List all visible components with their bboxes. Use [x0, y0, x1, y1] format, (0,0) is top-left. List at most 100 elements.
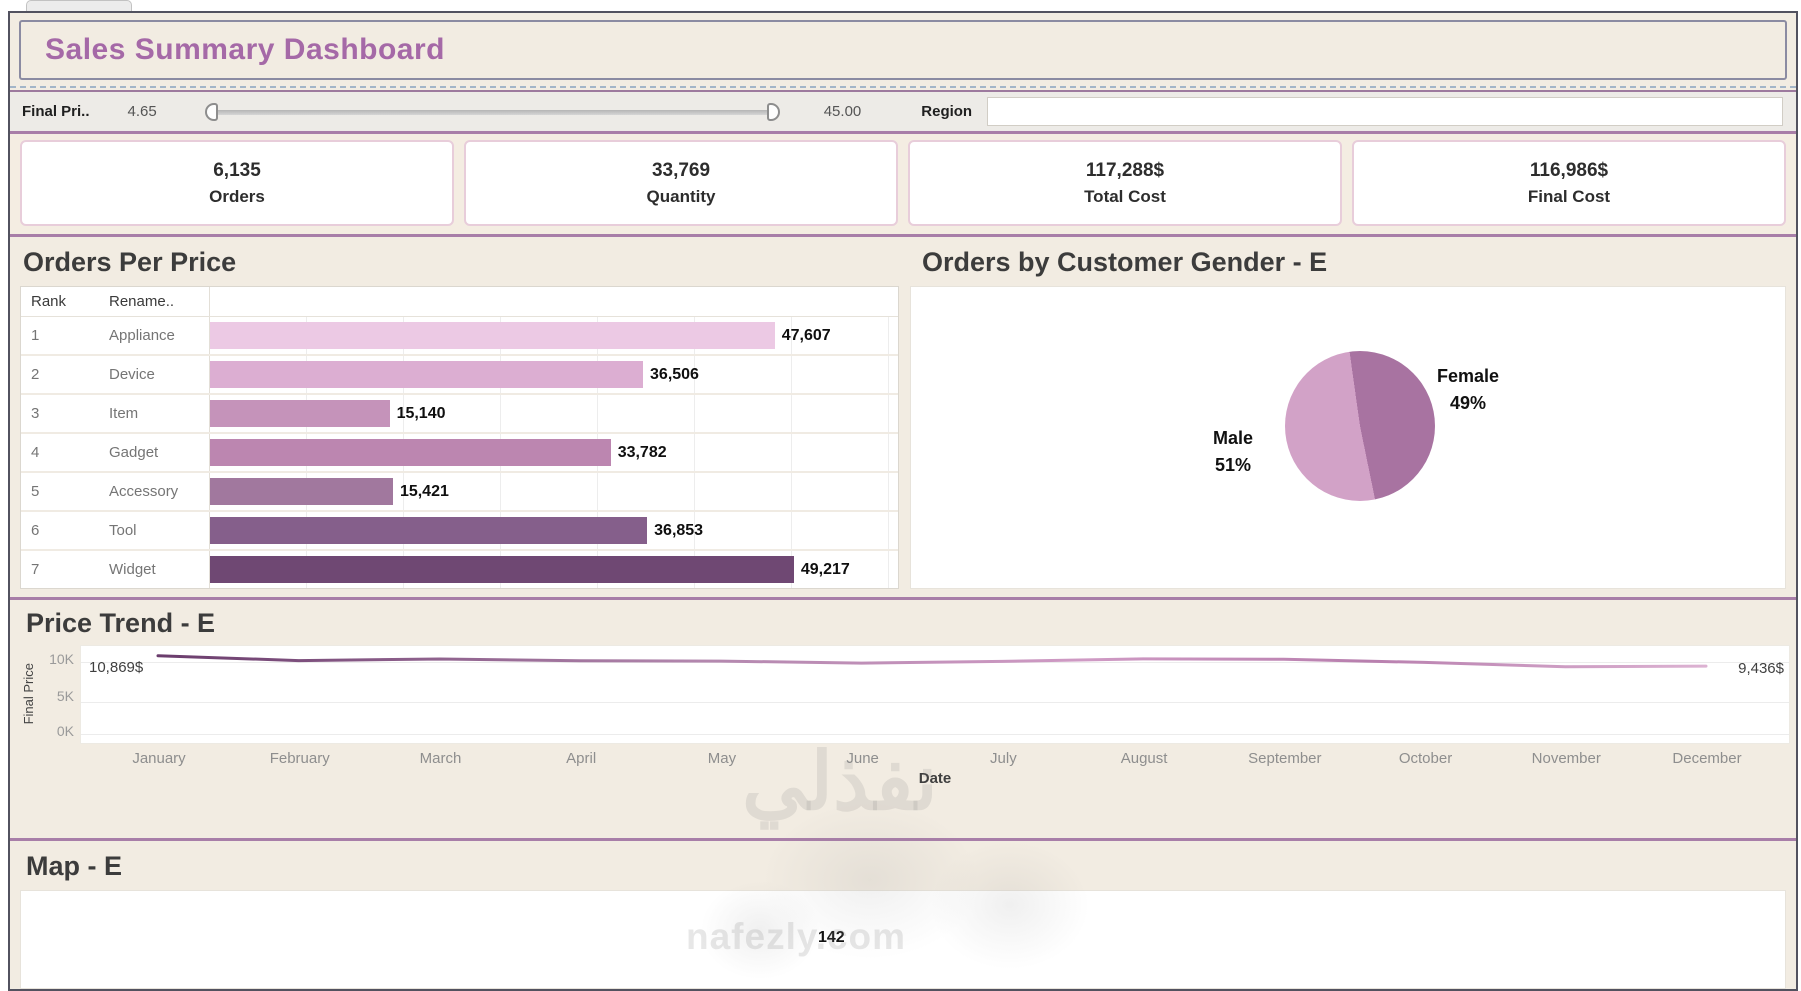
- bar-track: 15,140: [209, 395, 898, 432]
- category-cell: Gadget: [109, 444, 159, 461]
- month-tick-label: September: [1248, 750, 1322, 767]
- pie-label-text: Male: [1212, 428, 1254, 448]
- gender-panel: Orders by Customer Gender - E Female 49%…: [907, 237, 1796, 597]
- bar-item[interactable]: [210, 400, 390, 427]
- bar-track: 15,421: [209, 473, 898, 510]
- map-title: Map - E: [26, 851, 123, 881]
- table-row[interactable]: 2 Device 36,506: [21, 354, 898, 393]
- rank-cell: 6: [31, 522, 40, 539]
- column-header-rank: Rank: [31, 293, 67, 310]
- month-tick-label: July: [990, 750, 1017, 767]
- pie-label-text: Female: [1436, 366, 1500, 386]
- pie-label-male: Male 51%: [1193, 425, 1273, 479]
- main-row: Orders Per Price Rank Rename.. 1 Applianc…: [10, 237, 1796, 597]
- gridline: [81, 702, 1789, 703]
- divider-dashed: [10, 86, 1796, 88]
- browser-tab-fragment: [26, 0, 132, 12]
- month-tick-label: October: [1398, 750, 1453, 767]
- category-cell: Item: [109, 405, 139, 422]
- orders-table-rows: 1 Appliance 47,607 2 Device 36,506 3 Item 15,140…: [21, 316, 898, 588]
- kpi-row: 6,135 Orders 33,769 Quantity 117,288$ To…: [10, 134, 1796, 237]
- page-title: Sales Summary Dashboard: [45, 33, 445, 66]
- table-row[interactable]: 5 Accessory 15,421: [21, 471, 898, 510]
- kpi-card-quantity: 33,769 Quantity: [464, 140, 898, 226]
- trend-line: [156, 654, 1708, 669]
- price-trend-section: Price Trend - E Final Price 10K 5K 0K 10…: [10, 597, 1796, 838]
- price-trend-chart: Final Price 10K 5K 0K 10,869$ 9,436$: [18, 645, 1790, 744]
- kpi-label: Quantity: [646, 186, 716, 206]
- bar-track: 49,217: [209, 551, 898, 588]
- month-tick-label: August: [1120, 750, 1168, 767]
- map-area: 142: [20, 890, 1786, 989]
- y-tick: 0K: [56, 723, 74, 739]
- gender-chart-title: Orders by Customer Gender - E: [922, 247, 1328, 277]
- kpi-label: Final Cost: [1527, 186, 1611, 206]
- bar-gadget[interactable]: [210, 439, 611, 466]
- bar-tool[interactable]: [210, 517, 648, 544]
- rank-cell: 2: [31, 366, 40, 383]
- column-header-bars: [209, 287, 898, 316]
- month-tick-label: December: [1672, 750, 1742, 767]
- kpi-value: 33,769: [651, 159, 711, 181]
- rank-cell: 1: [31, 327, 40, 344]
- dashboard-window: Sales Summary Dashboard Final Pri.. 4.65…: [8, 11, 1798, 991]
- bar-value-label: 15,140: [396, 404, 446, 422]
- rank-cell: 4: [31, 444, 40, 461]
- kpi-value: 116,986$: [1529, 159, 1609, 181]
- category-cell: Appliance: [109, 327, 175, 344]
- bar-value-label: 15,421: [399, 482, 449, 500]
- gender-chart-area: Female 49% Male 51%: [910, 286, 1786, 589]
- table-row[interactable]: 4 Gadget 33,782: [21, 432, 898, 471]
- bar-appliance[interactable]: [210, 322, 775, 349]
- x-axis-months: January February March April May June July Augu…: [82, 744, 1788, 770]
- y-tick: 10K: [49, 651, 74, 667]
- price-slider-min-handle[interactable]: [204, 102, 218, 121]
- price-filter-min-value: 4.65: [127, 103, 157, 120]
- trend-plot-area: 10,869$ 9,436$: [80, 645, 1790, 744]
- kpi-value: 117,288$: [1085, 159, 1165, 181]
- month-tick-label: May: [707, 750, 737, 767]
- region-filter-input[interactable]: [987, 97, 1783, 126]
- orders-per-price-panel: Orders Per Price Rank Rename.. 1 Applianc…: [10, 237, 907, 597]
- category-cell: Tool: [109, 522, 137, 539]
- table-row[interactable]: 1 Appliance 47,607: [21, 316, 898, 354]
- table-row[interactable]: 7 Widget 49,217: [21, 549, 898, 588]
- bar-widget[interactable]: [210, 556, 794, 583]
- pie-label-pct: 51%: [1214, 455, 1252, 475]
- table-row[interactable]: 3 Item 15,140: [21, 393, 898, 432]
- map-section: Map - E 142: [10, 838, 1796, 989]
- table-row[interactable]: 6 Tool 36,853: [21, 510, 898, 549]
- map-data-label: 142: [818, 929, 845, 946]
- category-cell: Accessory: [109, 483, 179, 500]
- pie-label-pct: 49%: [1449, 393, 1487, 413]
- kpi-card-total-cost: 117,288$ Total Cost: [908, 140, 1342, 226]
- price-filter-label: Final Pri..: [22, 103, 90, 120]
- rank-cell: 7: [31, 561, 40, 578]
- price-slider-max-handle[interactable]: [766, 102, 780, 121]
- month-tick-label: March: [419, 750, 462, 767]
- y-axis-label: Final Price: [18, 645, 38, 742]
- price-range-slider[interactable]: [204, 102, 780, 122]
- month-tick-label: November: [1531, 750, 1601, 767]
- kpi-label: Orders: [209, 186, 265, 206]
- slider-track[interactable]: [210, 109, 774, 115]
- divider-purple: [10, 90, 1796, 92]
- bar-track: 36,853: [209, 512, 898, 549]
- bar-accessory[interactable]: [210, 478, 393, 505]
- column-header-name: Rename..: [109, 293, 175, 310]
- table-header-row: Rank Rename..: [21, 287, 898, 316]
- price-filter-max-value: 45.00: [823, 103, 862, 120]
- bar-track: 47,607: [209, 317, 898, 354]
- orders-per-price-table: Rank Rename.. 1 Appliance 47,607 2 Device 36,…: [20, 286, 899, 589]
- month-tick-label: February: [269, 750, 330, 767]
- gender-pie-chart[interactable]: [1285, 351, 1435, 501]
- dashboard-title-bar: Sales Summary Dashboard: [19, 20, 1787, 80]
- region-filter-label: Region: [921, 103, 973, 120]
- month-tick-label: June: [846, 750, 879, 767]
- kpi-value: 6,135: [213, 159, 261, 181]
- bar-value-label: 33,782: [617, 443, 667, 461]
- kpi-card-final-cost: 116,986$ Final Cost: [1352, 140, 1786, 226]
- gridline: [81, 734, 1789, 735]
- bar-device[interactable]: [210, 361, 644, 388]
- trend-start-value: 10,869$: [89, 659, 144, 676]
